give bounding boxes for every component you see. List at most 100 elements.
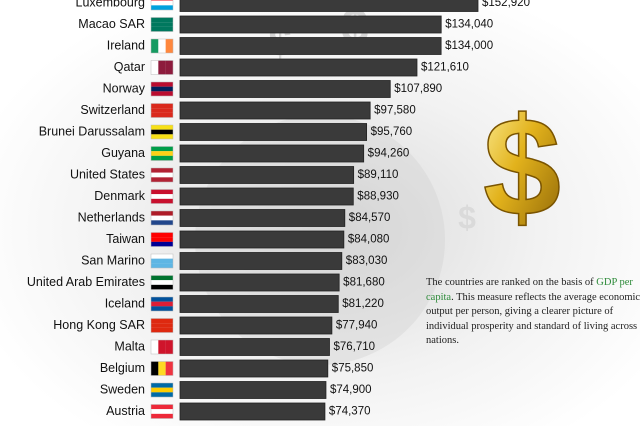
category-label: Qatar: [114, 60, 145, 74]
flag-stripe: [151, 151, 173, 156]
flag-stripe: [151, 306, 173, 312]
flag: [150, 38, 174, 54]
flag: [150, 404, 174, 419]
flag-stripe: [151, 134, 173, 140]
flag-border: [150, 404, 174, 419]
flag-stripe: [151, 237, 173, 242]
flag-stripe: [151, 284, 173, 290]
category-label: San Marino: [81, 253, 145, 267]
flag-border: [150, 103, 174, 118]
flag-stripe: [151, 26, 173, 32]
bar: [179, 37, 442, 55]
flag-stripe: [151, 22, 173, 27]
value-label: $94,260: [368, 148, 410, 160]
value-label: $97,580: [374, 105, 416, 117]
flag-stripe: [151, 232, 173, 238]
flag-stripe: [151, 413, 173, 419]
category-label: Austria: [106, 404, 145, 418]
flag-stripe: [151, 60, 159, 75]
flag-stripe: [151, 129, 173, 135]
bar: [179, 230, 345, 249]
bar: [179, 58, 418, 77]
value-label: $81,220: [342, 298, 384, 310]
flag: [150, 232, 174, 247]
bar: [179, 15, 442, 34]
category-label: Hong Kong SAR: [53, 318, 145, 332]
value-label: $74,370: [329, 406, 371, 418]
flag: [150, 318, 174, 333]
category-label: Ireland: [107, 38, 145, 52]
bar: [179, 80, 391, 98]
flag-stripe: [151, 323, 173, 328]
flag-stripe: [151, 297, 173, 302]
flag-border: [150, 339, 174, 355]
flag: [150, 296, 174, 312]
value-label: $84,570: [349, 212, 391, 224]
flag-stripe: [151, 5, 173, 11]
flag: [150, 146, 174, 161]
flag: [150, 103, 174, 118]
category-label: Luxembourg: [76, 0, 146, 9]
flag-stripe: [151, 280, 173, 285]
bar: [179, 402, 326, 421]
flag-border: [150, 0, 174, 11]
flag-stripe: [158, 39, 166, 53]
flag-border: [150, 124, 174, 140]
flag: [150, 361, 174, 376]
faded-dollar: $: [458, 199, 476, 235]
flag-stripe: [151, 108, 173, 113]
flag-stripe: [165, 340, 174, 354]
category-label: Switzerland: [80, 103, 145, 117]
flag-stripe: [151, 220, 173, 226]
flag-stripe: [165, 60, 174, 75]
annotation-highlight: GDP per capita: [426, 277, 633, 303]
gold-dollar: $: [483, 88, 561, 245]
value-label: $152,920: [482, 0, 530, 9]
flag-stripe: [165, 361, 174, 376]
bar: [179, 123, 368, 141]
flag-stripe: [151, 125, 173, 130]
category-label: Denmark: [94, 189, 145, 203]
annotation-text: . This measure reflects the average econ…: [426, 291, 640, 347]
flag-stripe: [151, 383, 173, 388]
flag-stripe: [158, 340, 166, 354]
flag-border: [150, 232, 174, 247]
bar: [179, 295, 339, 313]
flag-border: [150, 210, 174, 226]
value-label: $74,900: [330, 384, 372, 396]
flag-stripe: [151, 86, 173, 92]
category-label: United Arab Emirates: [27, 275, 145, 289]
flag: [150, 253, 174, 269]
flag-border: [150, 189, 174, 204]
flag-stripe: [151, 301, 173, 307]
flag-stripe: [151, 0, 173, 6]
annotation: The countries are ranked on the basis of…: [426, 276, 640, 349]
bar: [179, 252, 343, 270]
bar: [179, 144, 365, 163]
flag: [150, 189, 174, 204]
bar: [179, 0, 479, 12]
value-label: $77,940: [336, 320, 378, 332]
flag-border: [150, 275, 174, 290]
category-label: Taiwan: [106, 232, 145, 246]
flag-border: [150, 253, 174, 269]
flag-stripe: [151, 254, 173, 259]
flag: [150, 81, 174, 97]
flag-stripe: [151, 189, 173, 195]
bar: [179, 338, 330, 356]
flag-stripe: [165, 39, 174, 53]
flag-border: [150, 38, 174, 54]
bar: [179, 166, 355, 184]
flag: [150, 339, 174, 355]
category-label: United States: [70, 167, 145, 181]
flag-stripe: [151, 318, 173, 324]
flag: [150, 17, 174, 32]
flag-stripe: [151, 82, 173, 87]
flag-stripe: [151, 155, 173, 161]
value-label: $76,710: [333, 341, 375, 353]
category-label: Norway: [103, 81, 146, 95]
flag-stripe: [151, 0, 173, 1]
flag-stripe: [151, 275, 173, 281]
value-label: $134,040: [445, 19, 493, 31]
